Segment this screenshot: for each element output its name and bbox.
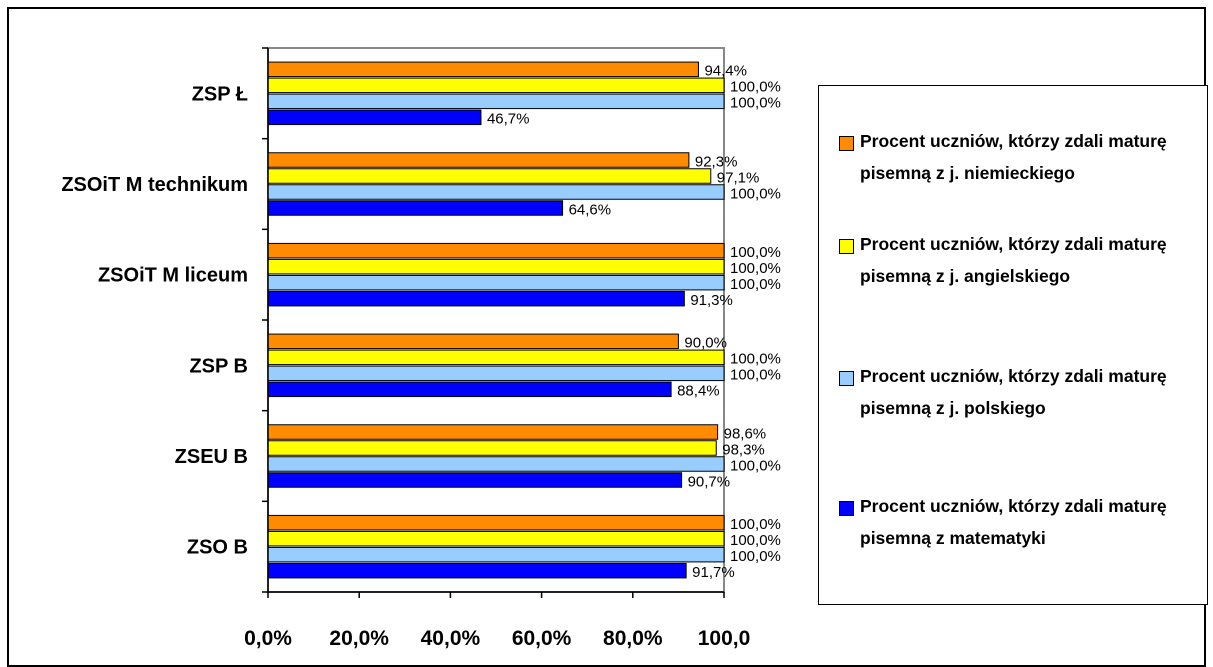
data-label: 100,0% bbox=[730, 367, 781, 384]
data-label: 97,1% bbox=[717, 169, 760, 186]
legend-item: Procent uczniów, którzy zdali maturę pis… bbox=[839, 131, 1199, 189]
category-label: ZSOiT M technikum bbox=[61, 174, 248, 196]
bar bbox=[267, 514, 725, 531]
legend-swatch bbox=[839, 371, 854, 386]
plot-area bbox=[267, 47, 725, 593]
bar bbox=[267, 109, 482, 126]
bar bbox=[267, 184, 725, 200]
bar bbox=[267, 152, 690, 168]
data-label: 98,3% bbox=[722, 441, 765, 458]
bar bbox=[267, 200, 564, 216]
legend-label: Procent uczniów, którzy zdali maturę pis… bbox=[860, 131, 1167, 183]
bar bbox=[267, 349, 725, 366]
x-tick-label: 80,0% bbox=[603, 627, 663, 650]
category-label: ZSO B bbox=[187, 537, 248, 559]
x-tick-label: 40,0% bbox=[421, 627, 481, 650]
data-label: 100,0% bbox=[730, 351, 781, 368]
data-label: 100,0% bbox=[730, 95, 781, 112]
legend-swatch bbox=[839, 501, 854, 516]
bar bbox=[267, 546, 725, 563]
bar bbox=[267, 440, 717, 456]
bar bbox=[267, 274, 725, 291]
data-label: 100,0% bbox=[730, 79, 781, 96]
bar bbox=[267, 242, 725, 259]
category-label: ZSEU B bbox=[175, 446, 248, 468]
x-tick-label: 100,0 bbox=[698, 627, 751, 650]
legend-label: Procent uczniów, którzy zdali maturę pis… bbox=[860, 366, 1167, 418]
legend-swatch bbox=[839, 136, 854, 151]
data-label: 100,0% bbox=[730, 185, 781, 202]
data-label: 100,0% bbox=[730, 276, 781, 293]
data-label: 91,7% bbox=[692, 564, 735, 581]
bar bbox=[267, 381, 672, 398]
bar bbox=[267, 456, 725, 472]
data-label: 64,6% bbox=[569, 201, 612, 218]
bar bbox=[267, 61, 699, 78]
bar bbox=[267, 258, 725, 275]
data-label: 46,7% bbox=[487, 111, 530, 128]
bar bbox=[267, 530, 725, 547]
bar bbox=[267, 93, 725, 110]
bar bbox=[267, 562, 687, 579]
legend-swatch bbox=[839, 239, 854, 254]
bar bbox=[267, 472, 683, 488]
category-label: ZSP B bbox=[189, 355, 248, 377]
x-tick-label: 0,0% bbox=[244, 627, 292, 650]
data-label: 100,0% bbox=[730, 244, 781, 261]
bar bbox=[267, 424, 719, 440]
x-tick-label: 20,0% bbox=[329, 627, 389, 650]
legend-label: Procent uczniów, którzy zdali maturę pis… bbox=[860, 234, 1167, 286]
data-label: 100,0% bbox=[730, 532, 781, 549]
data-label: 100,0% bbox=[730, 457, 781, 474]
data-label: 88,4% bbox=[677, 383, 720, 400]
legend-item: Procent uczniów, którzy zdali maturę pis… bbox=[839, 234, 1199, 292]
legend-item: Procent uczniów, którzy zdali maturę pis… bbox=[839, 496, 1199, 554]
bar bbox=[267, 77, 725, 94]
data-label: 90,0% bbox=[684, 335, 727, 352]
data-label: 100,0% bbox=[730, 516, 781, 533]
x-tick-label: 60,0% bbox=[512, 627, 572, 650]
bar bbox=[267, 168, 712, 184]
bar bbox=[267, 365, 725, 382]
bar bbox=[267, 290, 685, 307]
data-label: 94,4% bbox=[704, 63, 747, 80]
data-label: 90,7% bbox=[688, 473, 731, 490]
category-label: ZSOiT M liceum bbox=[98, 265, 248, 287]
data-label: 98,6% bbox=[724, 425, 767, 442]
category-label: ZSP Ł bbox=[192, 83, 248, 105]
legend-label: Procent uczniów, którzy zdali maturę pis… bbox=[860, 496, 1167, 548]
data-label: 100,0% bbox=[730, 260, 781, 277]
legend-item: Procent uczniów, którzy zdali maturę pis… bbox=[839, 366, 1199, 424]
data-label: 100,0% bbox=[730, 548, 781, 565]
bar bbox=[267, 333, 679, 350]
data-label: 91,3% bbox=[690, 292, 733, 309]
legend: Procent uczniów, którzy zdali maturę pis… bbox=[818, 85, 1208, 605]
data-label: 92,3% bbox=[695, 153, 738, 170]
